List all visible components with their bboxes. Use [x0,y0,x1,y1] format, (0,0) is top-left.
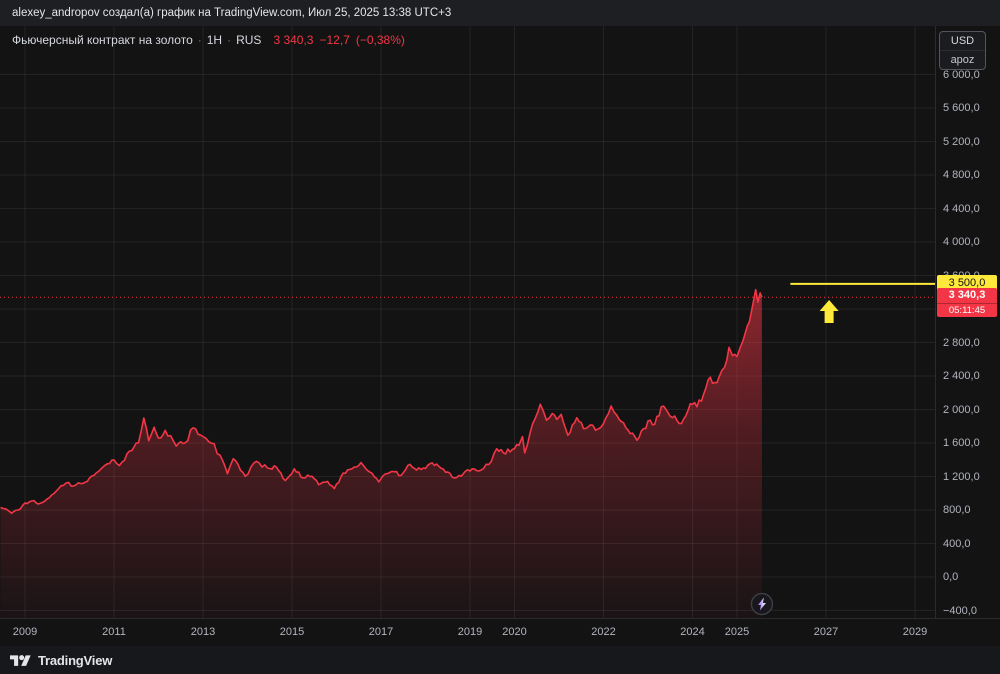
price-area-fill [0,289,762,618]
unit-label[interactable]: apoz [940,50,985,69]
interval-label[interactable]: 1H [206,33,223,47]
time-scale-label: 2019 [457,626,483,638]
price-change: −12,7 [319,33,350,47]
price-scale-label: 0,0 [943,571,959,583]
time-scale-label: 2011 [102,626,126,638]
price-scale-label: 800,0 [943,504,971,516]
tradingview-logo-icon[interactable] [10,653,31,667]
time-scale-label: 2013 [190,626,216,638]
time-scale-label: 2017 [368,626,394,638]
price-line[interactable] [0,288,763,514]
time-scale-label: 2024 [680,626,705,638]
legend-separator: · [227,33,232,47]
price-chart[interactable] [0,26,935,618]
symbol-title[interactable]: Фьючерсный контракт на золото [12,33,193,47]
exchange-label: RUS [236,33,262,47]
price-scale-label: 5 600,0 [943,102,980,114]
chart-legend[interactable]: Фьючерсный контракт на золото · 1H · RUS 3 34… [12,33,405,47]
price-scale-label: 400,0 [943,537,971,550]
legend-separator: · [197,33,202,47]
price-scale-label: 2 800,0 [943,336,980,349]
time-scale-label: 2027 [813,626,839,638]
price-scale-label: 6 000,0 [943,68,980,81]
footer-bar: TradingView [0,646,1000,674]
time-scale-label: 2025 [724,626,750,638]
price-scale-label: −400,0 [943,604,977,617]
price-scale-label: 1 200,0 [943,470,980,483]
time-scale-label: 2009 [12,626,38,638]
last-price-value: 3 340,3 [273,33,314,47]
currency-unit-selector[interactable]: USD apoz [939,31,986,70]
time-scale-label: 2029 [902,626,928,638]
tradingview-wordmark[interactable]: TradingView [38,652,113,668]
current-price-label: 3 340,3 05:11:45 [937,288,997,318]
price-scale-label: 5 200,0 [943,135,980,148]
price-change-percent: (−0,38%) [355,33,405,47]
price-scale-label: 2 000,0 [943,403,980,416]
price-scale-label: 1 600,0 [943,437,980,449]
attribution-bar: alexey_andropov создал(а) график на Trad… [0,0,1000,26]
price-scale-label: 2 400,0 [943,370,980,382]
price-scale[interactable]: USD apoz 6 000,0 5 600,0 5 200,0 4 800,0 4 4… [935,26,1000,618]
time-scale[interactable]: 2009 2011 2013 2015 2017 2019 2020 2022 2024 2025… [0,618,1000,646]
time-scale-label: 2015 [279,626,305,638]
time-scale-label: 2020 [502,626,527,638]
currency-label[interactable]: USD [950,35,975,47]
bar-close-countdown: 05:11:45 [937,303,997,317]
price-scale-label: 4 400,0 [943,202,980,215]
arrow-up-drawing[interactable] [819,300,839,324]
price-scale-label: 4 800,0 [943,169,980,181]
time-scale-label: 2022 [591,626,616,638]
ray-price-label: 3 500,0 [937,275,997,293]
price-scale-label: 4 000,0 [943,236,980,248]
attribution-text: alexey_andropov создал(а) график на Trad… [12,7,452,19]
chart-pane[interactable]: Фьючерсный контракт на золото · 1H · RUS 3 34… [0,26,935,618]
realtime-data-icon[interactable] [750,592,774,616]
current-price-value: 3 340,3 [948,289,986,302]
lightning-bolt-icon [757,597,766,611]
